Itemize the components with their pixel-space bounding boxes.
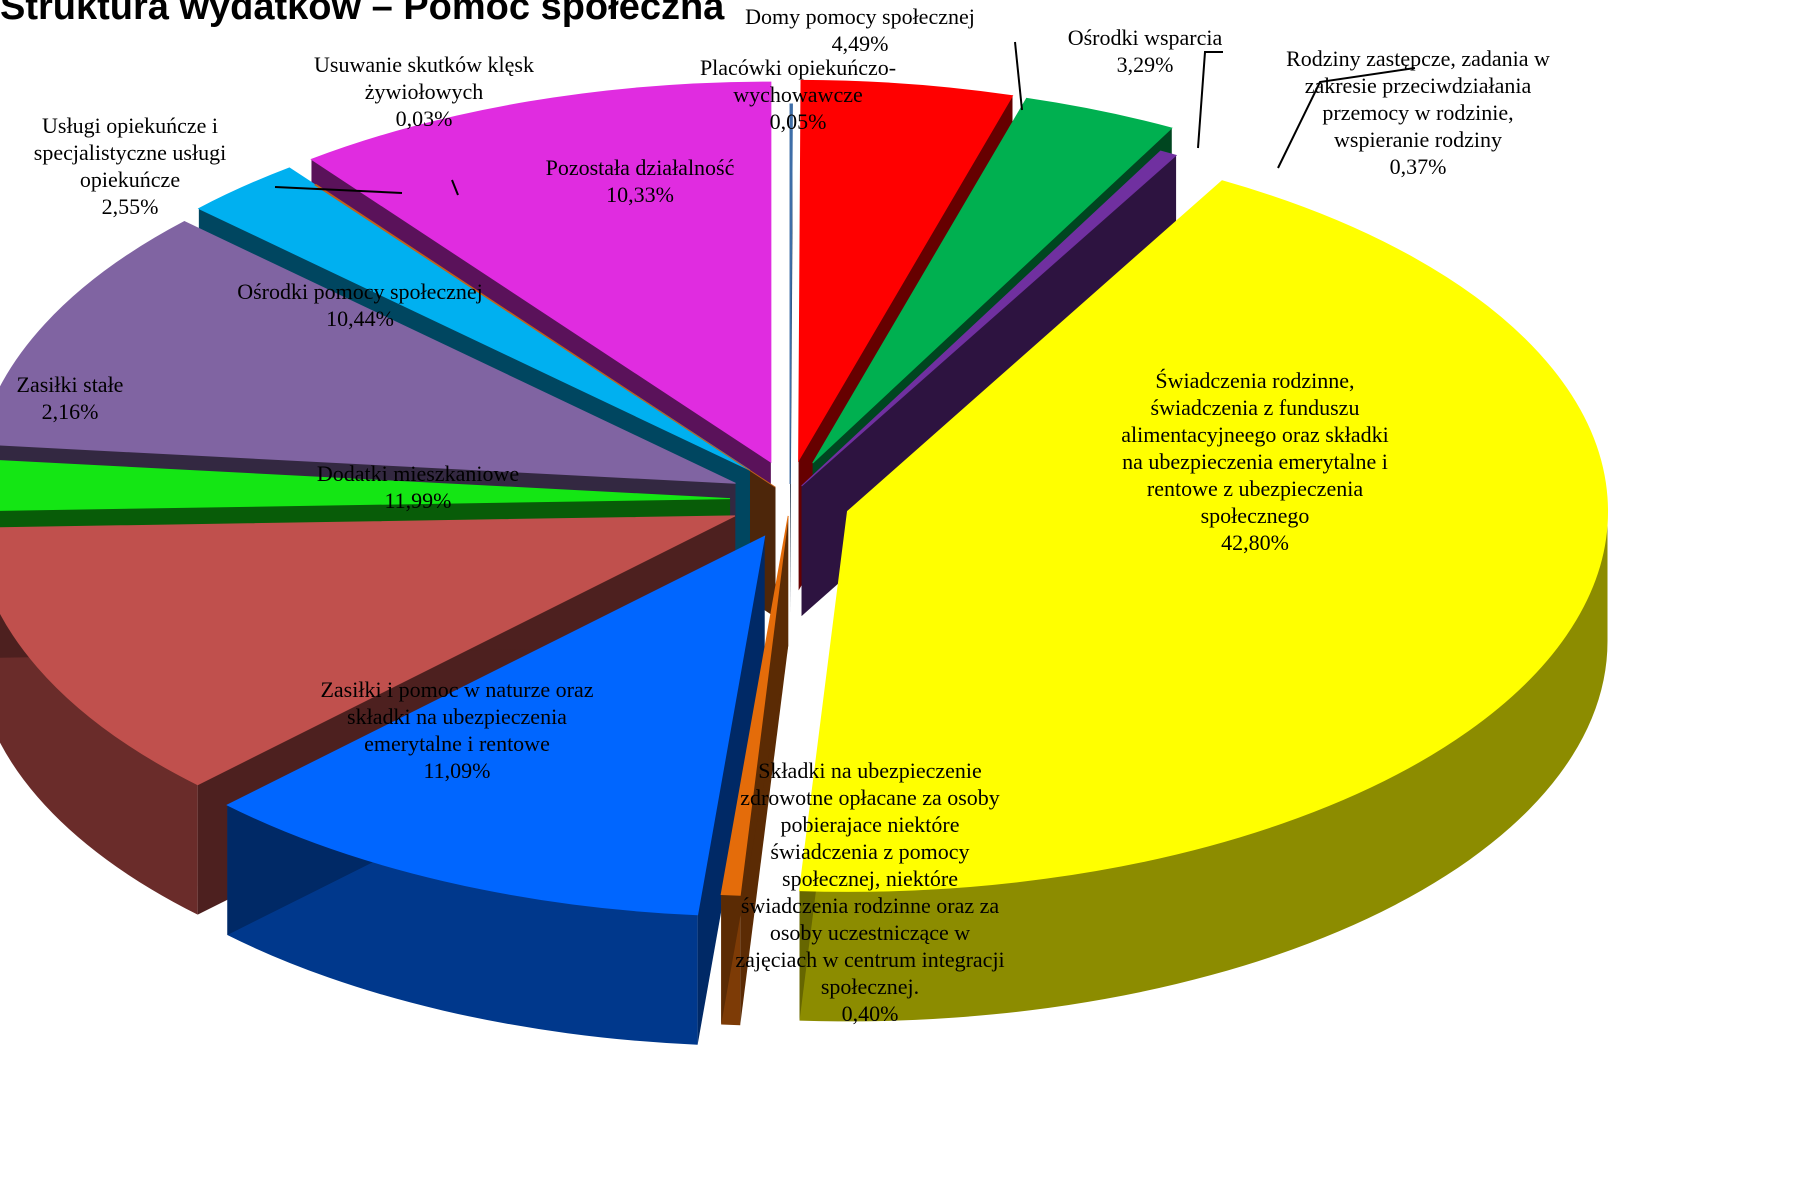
leader-line-11 (451, 179, 459, 196)
pie-slice-4 (798, 180, 1609, 892)
slice-label-2: Ośrodki wsparcia 3,29% (1068, 25, 1223, 77)
slice-label-9: Ośrodki pomocy społecznej 10,44% (237, 279, 483, 331)
pie-slice-7 (0, 515, 736, 786)
slice-label-12: Pozostała działalność 10,33% (546, 155, 735, 207)
slice-label-10: Usługi opiekuńcze i specjalistyczne usług… (34, 113, 226, 219)
slice-label-3: Rodziny zastępcze, zadania w zakresie prz… (1286, 46, 1550, 179)
pie-slice-6 (226, 535, 766, 916)
slice-label-0: Placówki opiekuńczo-wychowawcze 0,05% (700, 55, 896, 134)
leader-line-10 (274, 186, 403, 194)
pie-slice-11 (313, 183, 776, 488)
slice-label-6: Zasiłki i pomoc w naturze oraz składki na… (320, 677, 593, 783)
chart-title: Struktura wydatków – Pomoc społeczna (0, 0, 725, 28)
leader-line-3 (1277, 67, 1416, 169)
pie-slice-0 (789, 103, 793, 485)
pie-slice-9 (0, 221, 736, 484)
slice-label-1: Domy pomocy społecznej 4,49% (745, 4, 975, 56)
pie-slice-10 (197, 167, 751, 471)
pie-slice-1 (798, 79, 1014, 463)
pie-side-4 (799, 511, 1608, 1022)
pie-slice-3 (801, 150, 1178, 487)
slice-label-7: Dodatki mieszkaniowe 11,99% (317, 461, 519, 513)
leader-line-1 (1014, 41, 1023, 111)
slice-label-8: Zasiłki stałe 2,16% (17, 372, 124, 424)
slice-label-11: Usuwanie skutków klęsk żywiołowych 0,03% (314, 52, 534, 131)
slice-label-4: Świadczenia rodzinne, świadczenia z fundu… (1121, 368, 1389, 555)
leader-line-layer (274, 41, 1416, 196)
pie-side-7 (0, 612, 198, 915)
pie-slice-8 (0, 460, 731, 511)
pie-top-layer (0, 79, 1609, 916)
label-layer: Placówki opiekuńczo-wychowawcze 0,05%Domy… (17, 4, 1551, 1026)
pie-slice-5 (720, 515, 789, 896)
slice-label-5: Składki na ubezpieczenie zdrowotne opłaca… (735, 758, 1004, 1026)
pie-slice-12 (310, 81, 772, 464)
pie-slice-2 (812, 97, 1173, 464)
leader-line-2 (1197, 51, 1223, 149)
